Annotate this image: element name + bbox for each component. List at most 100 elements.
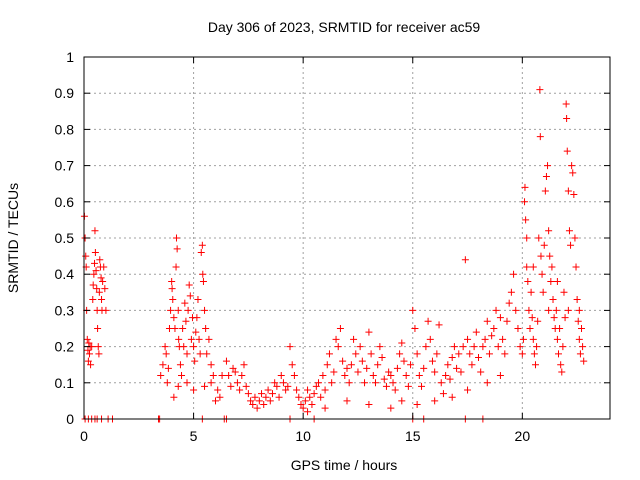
data-point bbox=[580, 357, 588, 365]
data-point bbox=[499, 335, 507, 343]
data-point bbox=[435, 321, 443, 329]
data-point bbox=[518, 350, 526, 358]
data-point bbox=[574, 317, 582, 325]
data-point bbox=[264, 386, 272, 394]
data-point bbox=[198, 241, 206, 249]
data-point bbox=[187, 335, 195, 343]
data-point bbox=[501, 350, 509, 358]
data-point bbox=[389, 379, 397, 387]
data-point bbox=[282, 386, 290, 394]
data-point bbox=[293, 386, 301, 394]
data-point bbox=[464, 335, 472, 343]
data-point bbox=[209, 372, 217, 380]
data-point bbox=[358, 357, 366, 365]
data-point bbox=[214, 386, 222, 394]
data-point bbox=[578, 325, 586, 332]
data-point bbox=[418, 382, 426, 390]
data-point bbox=[202, 325, 210, 332]
data-point bbox=[173, 245, 181, 253]
data-point bbox=[168, 285, 176, 293]
data-point bbox=[546, 252, 554, 260]
data-point bbox=[91, 248, 99, 256]
data-point bbox=[262, 393, 270, 401]
data-point bbox=[356, 343, 364, 351]
data-point bbox=[367, 350, 375, 358]
data-point bbox=[334, 343, 342, 351]
data-point bbox=[170, 393, 178, 401]
data-point bbox=[564, 187, 572, 195]
data-point bbox=[236, 386, 244, 394]
data-point bbox=[171, 325, 179, 332]
data-point bbox=[218, 372, 226, 380]
data-point bbox=[304, 408, 312, 416]
data-point bbox=[391, 386, 399, 394]
data-point bbox=[91, 259, 99, 267]
data-point bbox=[195, 335, 203, 343]
data-point bbox=[426, 335, 434, 343]
data-point bbox=[98, 296, 106, 304]
data-point bbox=[393, 364, 401, 372]
data-point bbox=[240, 361, 248, 369]
data-point bbox=[523, 234, 531, 242]
data-point bbox=[540, 241, 548, 249]
data-point bbox=[170, 314, 178, 322]
data-point bbox=[450, 343, 458, 351]
data-point bbox=[496, 372, 504, 380]
data-point bbox=[464, 386, 472, 394]
data-point bbox=[415, 372, 423, 380]
data-point bbox=[354, 368, 362, 376]
data-point bbox=[512, 306, 520, 314]
data-point bbox=[439, 390, 447, 398]
data-point bbox=[319, 372, 327, 380]
data-point bbox=[562, 100, 570, 108]
data-point bbox=[378, 353, 386, 361]
data-point bbox=[258, 390, 266, 398]
data-point bbox=[183, 379, 191, 387]
data-point bbox=[475, 353, 482, 361]
data-point bbox=[193, 314, 201, 322]
data-point bbox=[159, 361, 167, 369]
data-point bbox=[207, 361, 215, 369]
chart-title: Day 306 of 2023, SRMTID for receiver ac5… bbox=[208, 19, 481, 35]
data-point bbox=[216, 393, 224, 401]
y-tick-label: 0.1 bbox=[55, 375, 75, 391]
data-point bbox=[172, 263, 180, 271]
data-point bbox=[553, 335, 561, 343]
data-point bbox=[328, 379, 336, 387]
data-point bbox=[87, 361, 95, 369]
data-point bbox=[398, 339, 406, 347]
data-point bbox=[524, 277, 532, 285]
data-point bbox=[182, 317, 190, 325]
data-point bbox=[157, 372, 165, 380]
data-point bbox=[306, 393, 314, 401]
data-point bbox=[181, 299, 189, 307]
y-tick-label: 0.3 bbox=[55, 302, 75, 318]
data-point bbox=[361, 379, 369, 387]
data-point bbox=[330, 368, 338, 376]
data-point bbox=[369, 372, 377, 380]
data-point bbox=[563, 147, 571, 155]
data-point bbox=[201, 306, 209, 314]
data-point bbox=[564, 306, 572, 314]
data-point bbox=[91, 227, 99, 235]
data-point bbox=[554, 350, 562, 358]
data-point bbox=[191, 357, 199, 365]
data-point bbox=[164, 364, 172, 372]
data-point bbox=[529, 263, 537, 271]
data-point bbox=[470, 343, 478, 351]
data-point bbox=[559, 343, 567, 351]
data-point bbox=[244, 390, 252, 398]
data-point bbox=[196, 350, 204, 358]
data-point bbox=[483, 317, 491, 325]
data-point bbox=[507, 288, 515, 296]
data-point bbox=[233, 379, 241, 387]
data-point bbox=[260, 401, 268, 409]
data-point bbox=[553, 277, 561, 285]
data-point bbox=[490, 325, 498, 332]
data-point bbox=[407, 361, 415, 369]
data-point bbox=[96, 256, 104, 264]
data-point bbox=[503, 317, 511, 325]
data-point bbox=[101, 285, 109, 293]
data-point bbox=[536, 86, 544, 94]
data-point bbox=[271, 379, 279, 387]
